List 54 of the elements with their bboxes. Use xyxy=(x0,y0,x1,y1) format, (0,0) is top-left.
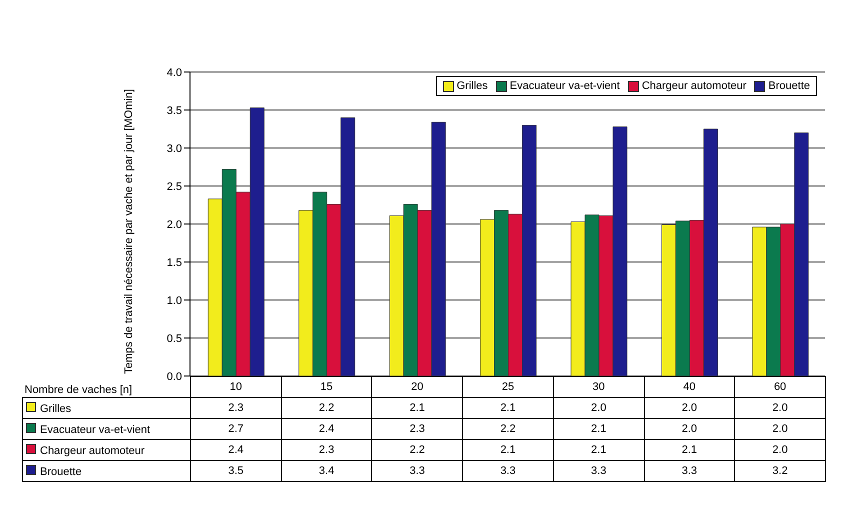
data-label: 2.4 xyxy=(190,440,282,460)
y-axis-title: Temps de travail nécessaire par vache et par jour [MOmin] xyxy=(122,89,135,374)
data-label: 2.1 xyxy=(553,418,644,440)
y-tick-label: 1.0 xyxy=(166,294,182,307)
y-tick-label: 2.5 xyxy=(166,180,182,193)
data-label: 2.0 xyxy=(734,418,826,440)
y-tick-label: 4.0 xyxy=(166,66,182,79)
data-label: 2.3 xyxy=(281,440,372,460)
x-axis-title: Nombre de vaches [n] xyxy=(24,384,132,396)
data-label: 2.1 xyxy=(372,398,463,418)
text: Evacuateur va-et-vient xyxy=(40,424,150,436)
data-label: 3.3 xyxy=(553,460,644,482)
legend-label: Grilles xyxy=(456,80,488,92)
y-tick-label: 0.5 xyxy=(166,332,182,345)
x-tick-label: 60 xyxy=(734,376,826,398)
data-label: 2.0 xyxy=(734,440,826,460)
y-tick-label: 1.5 xyxy=(166,256,182,269)
text: Grilles xyxy=(40,402,72,414)
y-tick-label: 2.0 xyxy=(166,218,182,231)
legend-label: Brouette xyxy=(767,80,810,92)
data-label: 2.3 xyxy=(190,398,282,418)
x-tick-label: 40 xyxy=(644,376,735,398)
data-label: 2.1 xyxy=(553,440,644,460)
data-label: 2.0 xyxy=(553,398,644,418)
data-label: 3.4 xyxy=(281,460,372,482)
x-tick-label: 25 xyxy=(462,376,554,398)
data-label: 3.3 xyxy=(462,460,554,482)
y-tick-label: 3.0 xyxy=(166,142,182,155)
data-label: 2.2 xyxy=(372,440,463,460)
y-tick-label: 0.0 xyxy=(166,370,182,383)
x-tick-label: 15 xyxy=(281,376,372,398)
data-label: 2.0 xyxy=(644,418,735,440)
y-tick-label: 3.5 xyxy=(166,104,182,117)
text: Brouette xyxy=(40,466,82,478)
data-label: 2.0 xyxy=(644,398,735,418)
data-label: 3.5 xyxy=(190,460,282,482)
x-tick-label: 30 xyxy=(553,376,644,398)
legend-label: Chargeur automoteur xyxy=(640,80,746,92)
data-label: 2.0 xyxy=(734,398,826,418)
data-label: 2.1 xyxy=(462,398,554,418)
data-label: 2.2 xyxy=(281,398,372,418)
data-label: 2.3 xyxy=(372,418,463,440)
x-tick-label: 20 xyxy=(372,376,463,398)
x-tick-label: 10 xyxy=(190,376,282,398)
data-label: 3.3 xyxy=(644,460,735,482)
data-label: 2.4 xyxy=(281,418,372,440)
data-label: 3.3 xyxy=(372,460,463,482)
text: Chargeur automoteur xyxy=(40,444,145,456)
data-label: 2.1 xyxy=(644,440,735,460)
data-label: 2.2 xyxy=(462,418,554,440)
data-label: 2.1 xyxy=(462,440,554,460)
data-label: 2.7 xyxy=(190,418,282,440)
legend-label: Evacuateur va-et-vient xyxy=(508,80,620,92)
data-label: 3.2 xyxy=(734,460,826,482)
